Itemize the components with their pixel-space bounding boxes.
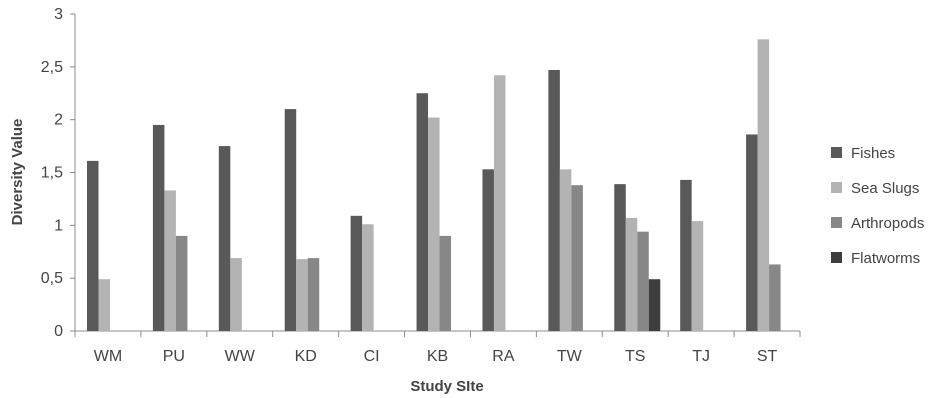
bar-sea-slugs-ts [625, 217, 638, 331]
x-tick-label: TW [557, 348, 583, 365]
bar-sea-slugs-tw [559, 169, 572, 331]
bar-fishes-ts [614, 184, 626, 331]
bar-fishes-tw [548, 70, 560, 332]
bar-fishes-ra [482, 169, 494, 331]
bar-fishes-wm [87, 160, 99, 331]
x-tick-label: WM [94, 348, 122, 365]
bar-fishes-pu [152, 124, 165, 331]
x-axis-title: Study SIte [410, 378, 483, 395]
bar-fishes-ww [218, 146, 231, 331]
bar-flatworms-ts [648, 279, 661, 331]
x-tick-label: RA [492, 348, 515, 365]
bar-sea-slugs-kd [296, 259, 308, 331]
legend-label-arthropods: Arthropods [851, 215, 924, 232]
bar-sea-slugs-wm [98, 279, 110, 331]
bar-fishes-kd [284, 109, 297, 331]
y-tick-label: 0 [54, 323, 63, 340]
bar-fishes-ci [350, 215, 363, 331]
y-tick-label: 0,5 [41, 270, 63, 287]
x-tick-label: WW [225, 348, 256, 365]
bar-arthropods-st [769, 264, 781, 331]
bar-arthropods-ts [637, 231, 649, 331]
bar-sea-slugs-ra [493, 75, 506, 331]
bar-sea-slugs-ww [230, 258, 242, 331]
bar-fishes-tj [680, 179, 692, 331]
x-tick-label: KB [427, 348, 448, 365]
bar-sea-slugs-pu [164, 190, 176, 331]
x-tick-label: TJ [692, 348, 710, 365]
bar-arthropods-tw [571, 185, 583, 331]
legend-swatch-flatworms [831, 252, 842, 263]
legend-swatch-arthropods [831, 217, 842, 228]
y-axis-title: Diversity Value [9, 119, 26, 226]
y-tick-label: 3 [54, 6, 63, 23]
legend-label-sea-slugs: Sea Slugs [851, 180, 919, 197]
y-tick-label: 2,5 [41, 59, 63, 76]
bar-arthropods-kd [307, 258, 320, 331]
bar-sea-slugs-tj [691, 221, 704, 331]
y-tick-label: 2 [54, 112, 63, 129]
y-tick-label: 1 [54, 217, 63, 234]
x-tick-label: KD [295, 348, 317, 365]
x-tick-label: TS [625, 348, 645, 365]
bars [87, 39, 781, 332]
y-tick-label: 1,5 [41, 165, 63, 182]
bar-arthropods-pu [175, 235, 188, 331]
bar-fishes-st [746, 134, 758, 331]
legend-label-flatworms: Flatworms [851, 250, 920, 267]
legend-swatch-sea-slugs [831, 182, 842, 193]
x-tick-label: CI [364, 348, 380, 365]
bar-arthropods-kb [439, 235, 452, 331]
legend: Fishes Sea Slugs Arthropods Flatworms [831, 145, 924, 267]
bar-sea-slugs-kb [428, 117, 440, 331]
x-tick-label: ST [757, 348, 778, 365]
x-tick-label: PU [163, 348, 185, 365]
bar-sea-slugs-st [757, 39, 770, 332]
x-axis: WM PU WW KD CI KB RA TW TS TJ ST [74, 330, 801, 365]
legend-swatch-fishes [831, 147, 842, 158]
bar-fishes-kb [416, 93, 429, 331]
bar-sea-slugs-ci [362, 224, 374, 331]
y-axis: 0 0,5 1 1,5 2 2,5 3 [41, 6, 76, 340]
legend-label-fishes: Fishes [851, 145, 895, 162]
